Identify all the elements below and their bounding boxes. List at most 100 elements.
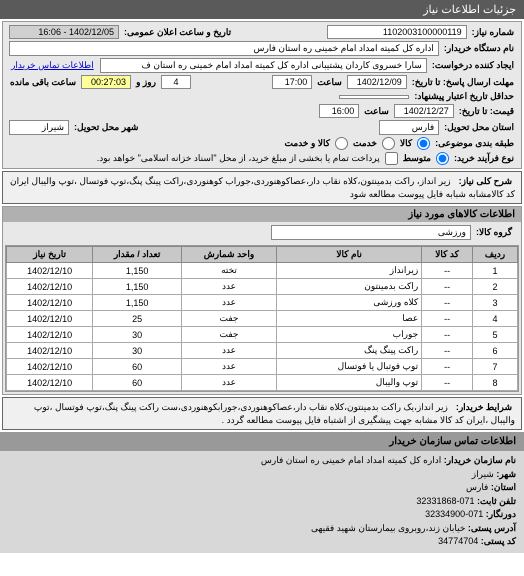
budget-radio-1[interactable] [417, 137, 430, 150]
price-time-value: 16:00 [319, 104, 359, 118]
delivery-loc-label: استان محل تحویل: [441, 122, 517, 133]
table-cell: عدد [181, 279, 276, 295]
brand-check-2[interactable] [385, 152, 398, 165]
requester-value: سارا خسروی کاردان پشتیبانی اداره کل کمیت… [100, 58, 427, 73]
brand-radio-1[interactable] [436, 152, 449, 165]
table-cell: 1402/12/10 [7, 327, 93, 343]
deadline-send-time-label: ساعت [314, 77, 345, 88]
table-cell: 1402/12/10 [7, 359, 93, 375]
table-cell: 1402/12/10 [7, 343, 93, 359]
buyer-conditions-text: زیر انداز،یک راکت بدمینتون،کلاه نقاب دار… [34, 402, 515, 425]
budget-opt3: کالا و خدمت [282, 138, 333, 149]
deadline-send-date: 1402/12/09 [347, 75, 407, 89]
table-row: 5--جورابجفت301402/12/10 [7, 327, 518, 343]
goods-section: اطلاعات کالاهای مورد نیاز گروه کالا: ورز… [2, 206, 522, 395]
table-cell: 7 [472, 359, 517, 375]
table-row: 1--زیراندازتخته1,1501402/12/10 [7, 263, 518, 279]
buyer-contact-link[interactable]: اطلاعات تماس خریدار [7, 60, 98, 71]
contact-phone-value: 071-32331868 [416, 496, 474, 506]
delivery-city: شیراز [9, 120, 69, 135]
delivery-deadline-label: حداقل تاریخ اعتبار پیشنهاد: [411, 91, 517, 102]
brand-opt1: متوسط [400, 153, 434, 164]
table-cell: 1402/12/10 [7, 311, 93, 327]
table-cell: -- [422, 311, 473, 327]
table-cell: راکت بدمینتون [277, 279, 422, 295]
contact-address-label: آدرس پستی: [468, 523, 516, 533]
table-cell: 8 [472, 375, 517, 391]
announce-dt-label: تاریخ و ساعت اعلان عمومی: [121, 27, 234, 38]
table-cell: 1402/12/10 [7, 279, 93, 295]
table-header: کد کالا [422, 247, 473, 263]
budget-radio-3[interactable] [335, 137, 348, 150]
table-cell: 1,150 [93, 279, 182, 295]
need-num-value: 1102003100000119 [327, 25, 467, 39]
delivery-city-label: شهر محل تحویل: [71, 122, 141, 133]
contact-address-value: خیابان زند،روبروی بیمارستان شهید فقیهی [311, 523, 465, 533]
deadline-send-label: مهلت ارسال پاسخ: تا تاریخ: [409, 77, 517, 88]
table-cell: جفت [181, 327, 276, 343]
table-cell: توپ فوتبال یا فوتسال [277, 359, 422, 375]
goods-group-value[interactable]: ورزشی [271, 225, 471, 240]
price-time-label: ساعت [361, 106, 392, 117]
table-cell: عصا [277, 311, 422, 327]
main-desc-box: شرح کلی نیاز: زیر انداز، راکت بدمینتون،ک… [2, 171, 522, 204]
delivery-deadline-value [339, 95, 409, 99]
goods-section-title: اطلاعات کالاهای مورد نیاز [3, 207, 521, 222]
table-cell: 25 [93, 311, 182, 327]
table-cell: 1,150 [93, 263, 182, 279]
table-cell: 1,150 [93, 295, 182, 311]
table-row: 8--توپ والیبالعدد601402/12/10 [7, 375, 518, 391]
announce-dt-value: 1402/12/05 - 16:06 [9, 25, 119, 39]
goods-table: ردیفکد کالانام کالاواحد شمارشتعداد / مقد… [6, 246, 518, 391]
table-cell: 2 [472, 279, 517, 295]
table-row: 4--عصاجفت251402/12/10 [7, 311, 518, 327]
table-cell: عدد [181, 343, 276, 359]
table-header: تعداد / مقدار [93, 247, 182, 263]
table-cell: 1402/12/10 [7, 375, 93, 391]
table-cell: عدد [181, 375, 276, 391]
panel-title: جزئیات اطلاعات نیاز [423, 4, 516, 16]
budget-radio-2[interactable] [382, 137, 395, 150]
table-cell: جفت [181, 311, 276, 327]
brand-opt2: پرداخت تمام یا بخشی از مبلغ خرید، از محل… [94, 153, 383, 164]
deadline-send-time: 17:00 [272, 75, 312, 89]
table-cell: 3 [472, 295, 517, 311]
table-cell: -- [422, 343, 473, 359]
contact-org-value: اداره کل کمیته امداد امام خمینی ره استان… [261, 455, 441, 465]
table-cell: 60 [93, 375, 182, 391]
table-header: نام کالا [277, 247, 422, 263]
table-cell: زیرانداز [277, 263, 422, 279]
contact-postal-value: 34774704 [438, 536, 478, 546]
table-cell: -- [422, 295, 473, 311]
goods-table-wrap: ردیفکد کالانام کالاواحد شمارشتعداد / مقد… [5, 245, 519, 392]
contact-fax-value: 071-32334900 [425, 509, 483, 519]
goods-group-label: گروه کالا: [473, 227, 515, 238]
table-cell: 6 [472, 343, 517, 359]
table-header: ردیف [472, 247, 517, 263]
table-cell: 30 [93, 327, 182, 343]
contact-org-label: نام سازمان خریدار: [444, 455, 516, 465]
contact-phone-label: تلفن ثابت: [477, 496, 516, 506]
price-date-label: قیمت: تا تاریخ: [456, 106, 517, 117]
table-cell: -- [422, 327, 473, 343]
table-cell: عدد [181, 295, 276, 311]
table-row: 7--توپ فوتبال یا فوتسالعدد601402/12/10 [7, 359, 518, 375]
table-cell: 4 [472, 311, 517, 327]
table-cell: 1402/12/10 [7, 263, 93, 279]
contact-city-label: شهر: [496, 469, 516, 479]
need-num-label: شماره نیاز: [469, 27, 517, 38]
budget-opt2: خدمت [350, 138, 380, 149]
contact-postal-label: کد پستی: [481, 536, 516, 546]
table-cell: 60 [93, 359, 182, 375]
requester-label: ایجاد کننده درخواست: [429, 60, 517, 71]
table-cell: -- [422, 359, 473, 375]
table-cell: -- [422, 375, 473, 391]
price-date-value: 1402/12/27 [394, 104, 454, 118]
contact-province-value: فارس [466, 482, 488, 492]
table-cell: کلاه ورزشی [277, 295, 422, 311]
table-cell: 5 [472, 327, 517, 343]
table-header: تاریخ نیاز [7, 247, 93, 263]
contact-section-title: اطلاعات تماس سازمان خریدار [0, 432, 524, 451]
buyer-conditions-label: شرایط خریدار: [453, 401, 515, 414]
panel-header: جزئیات اطلاعات نیاز [0, 0, 524, 19]
